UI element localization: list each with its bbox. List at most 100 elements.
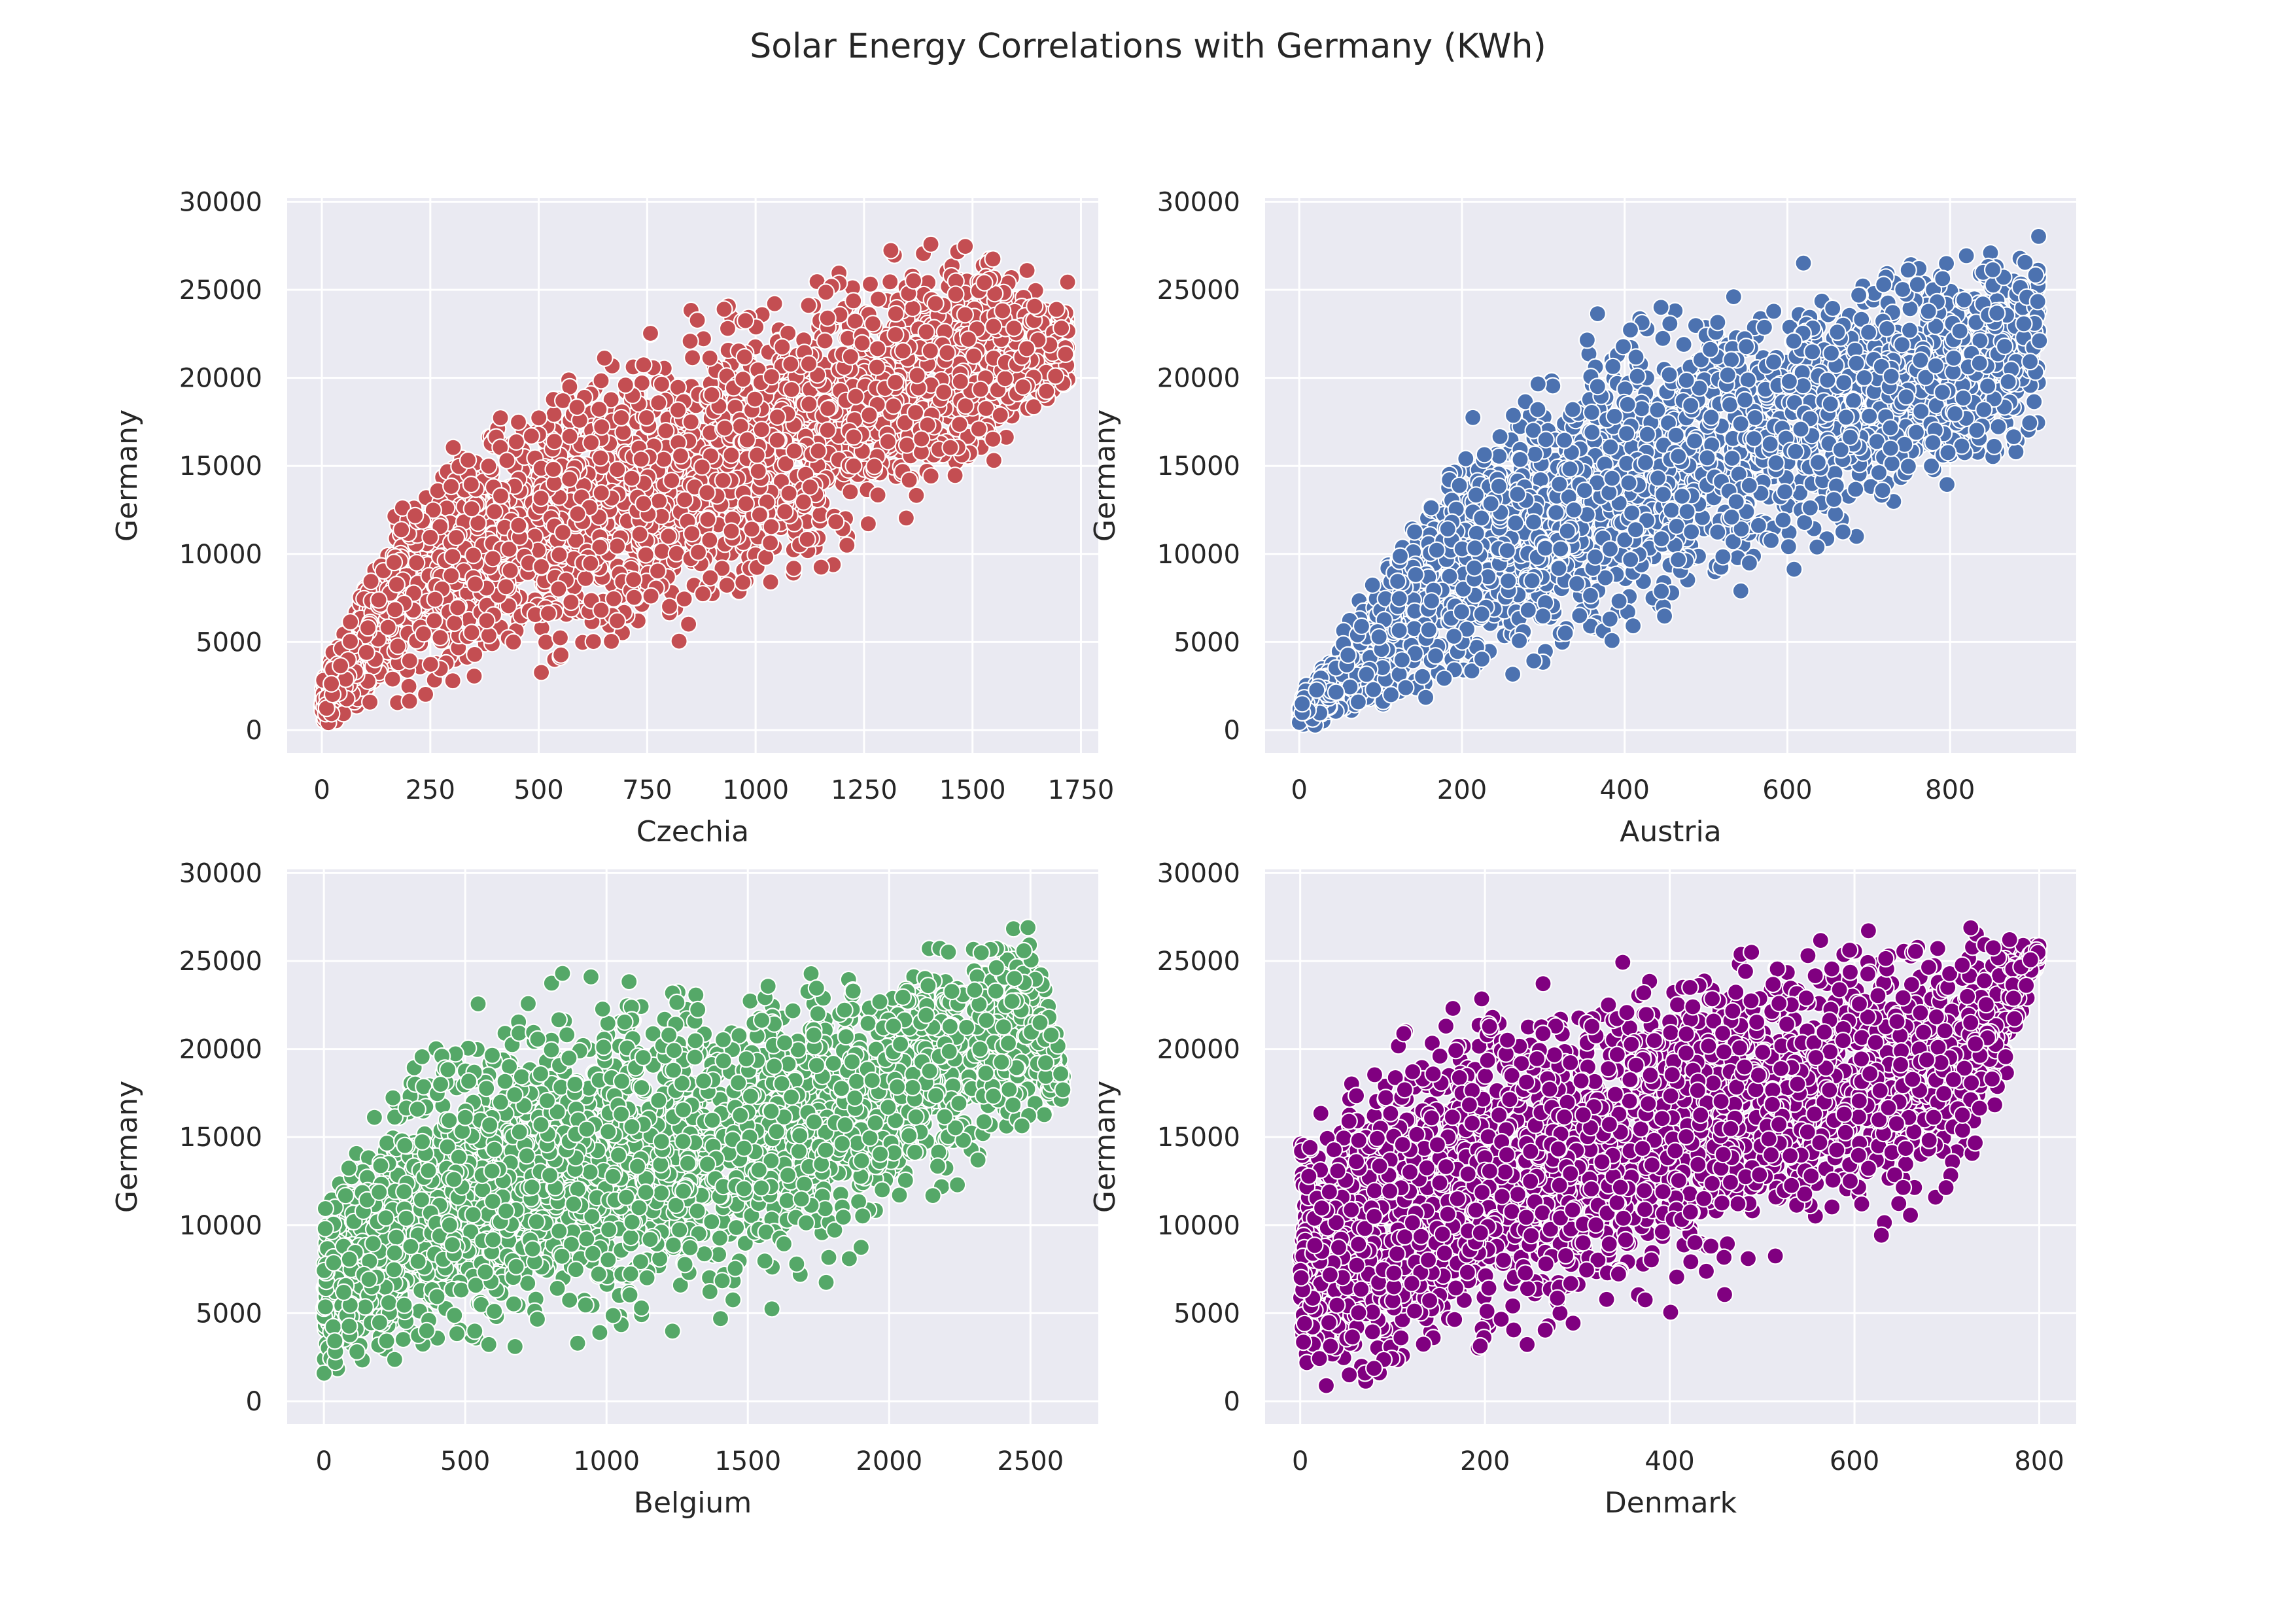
figure-title: Solar Energy Correlations with Germany (… bbox=[750, 27, 1546, 66]
scatter-point bbox=[389, 637, 407, 655]
scatter-series bbox=[313, 235, 1077, 732]
scatter-point bbox=[616, 375, 635, 394]
y-tick-label: 10000 bbox=[1157, 540, 1240, 570]
scatter-point bbox=[1765, 302, 1783, 321]
scatter-point bbox=[718, 319, 737, 338]
scatter-point bbox=[462, 623, 481, 642]
scatter-point bbox=[947, 285, 965, 304]
scatter-point bbox=[383, 670, 402, 688]
y-tick-label: 5000 bbox=[196, 627, 262, 657]
scatter-point bbox=[984, 250, 1002, 268]
scatter-point bbox=[698, 483, 716, 502]
scatter-point bbox=[715, 300, 733, 319]
scatter-point bbox=[878, 432, 897, 451]
scatter-point bbox=[699, 510, 717, 529]
scatter-point bbox=[592, 601, 610, 620]
scatter-point bbox=[642, 587, 660, 605]
scatter-point bbox=[844, 457, 863, 475]
scatter-point bbox=[479, 626, 498, 645]
scatter-point bbox=[956, 237, 975, 256]
scatter-point bbox=[761, 534, 780, 552]
scatter-point bbox=[2021, 413, 2039, 432]
scatter-point bbox=[773, 338, 791, 357]
scatter-point bbox=[922, 235, 940, 253]
scatter-point bbox=[762, 517, 780, 536]
scatter-point bbox=[1026, 297, 1044, 315]
scatter-point bbox=[693, 585, 712, 603]
scatter-point bbox=[650, 492, 669, 510]
scatter-point bbox=[794, 493, 813, 511]
scatter-point bbox=[562, 593, 580, 612]
scatter-point bbox=[510, 516, 528, 534]
scatter-point bbox=[935, 383, 953, 402]
scatter-point bbox=[908, 366, 926, 385]
scatter-point bbox=[903, 299, 922, 317]
scatter-point bbox=[635, 356, 653, 374]
scatter-point bbox=[445, 614, 464, 633]
scatter-point bbox=[485, 502, 504, 521]
y-tick-label: 0 bbox=[1224, 716, 1240, 746]
x-axis-label: Czechia bbox=[636, 815, 749, 848]
scatter-point bbox=[922, 467, 940, 485]
scatter-point bbox=[746, 390, 764, 408]
scatter-point bbox=[881, 273, 899, 291]
scatter-point bbox=[608, 612, 627, 630]
scatter-point bbox=[1675, 335, 1693, 354]
scatter-point bbox=[532, 489, 550, 508]
scatter-point bbox=[716, 419, 734, 437]
scatter-point bbox=[841, 347, 860, 366]
scatter-point bbox=[1047, 300, 1066, 319]
scatter-point bbox=[679, 615, 698, 633]
scatter-point bbox=[641, 324, 660, 343]
scatter-point bbox=[906, 403, 925, 422]
y-tick-label: 25000 bbox=[1157, 275, 1240, 305]
scatter-point bbox=[816, 283, 835, 302]
scatter-point bbox=[582, 554, 600, 572]
y-tick-label: 15000 bbox=[1157, 451, 1240, 481]
scatter-point bbox=[785, 442, 803, 461]
scatter-point bbox=[886, 373, 905, 392]
scatter-point bbox=[1052, 319, 1071, 338]
scatter-point bbox=[442, 477, 461, 496]
x-tick-label: 1750 bbox=[1048, 775, 1115, 805]
scatter-point bbox=[624, 570, 643, 589]
scatter-point bbox=[956, 305, 975, 324]
scatter-point bbox=[466, 575, 485, 593]
scatter-point bbox=[683, 349, 702, 367]
scatter-point bbox=[385, 553, 404, 572]
scatter-point bbox=[965, 347, 983, 365]
scatter-point bbox=[718, 576, 736, 595]
x-tick-label: 250 bbox=[406, 775, 455, 805]
scatter-point bbox=[722, 522, 740, 540]
scatter-point bbox=[991, 406, 1009, 425]
scatter-point bbox=[1779, 538, 1798, 556]
y-tick-label: 20000 bbox=[1157, 364, 1240, 394]
scatter-point bbox=[483, 550, 502, 568]
scatter-point bbox=[496, 578, 515, 596]
scatter-point bbox=[682, 413, 700, 431]
scatter-point bbox=[612, 408, 631, 427]
subplot-austria: 0 200 400 600 800050001000015000200002500030… bbox=[1088, 187, 2076, 848]
scatter-point bbox=[897, 509, 916, 527]
scatter-point bbox=[868, 340, 887, 358]
scatter-point bbox=[951, 372, 969, 391]
scatter-point bbox=[464, 546, 483, 565]
scatter-point bbox=[358, 619, 377, 637]
y-tick-label: 30000 bbox=[1157, 187, 1240, 217]
scatter-point bbox=[659, 527, 678, 546]
scatter-point bbox=[500, 540, 518, 559]
scatter-point bbox=[406, 506, 425, 525]
scatter-point bbox=[1938, 475, 1957, 494]
scatter-point bbox=[590, 400, 608, 419]
x-tick-label: 400 bbox=[1600, 775, 1650, 805]
scatter-point bbox=[827, 513, 845, 531]
scatter-point bbox=[762, 368, 781, 386]
scatter-point bbox=[379, 618, 397, 637]
scatter-point bbox=[608, 461, 627, 479]
scatter-point bbox=[393, 498, 412, 517]
scatter-point bbox=[1058, 273, 1077, 291]
scatter-point bbox=[861, 275, 880, 293]
scatter-point bbox=[1005, 319, 1023, 338]
scatter-point bbox=[465, 667, 483, 686]
scatter-point bbox=[776, 455, 795, 473]
